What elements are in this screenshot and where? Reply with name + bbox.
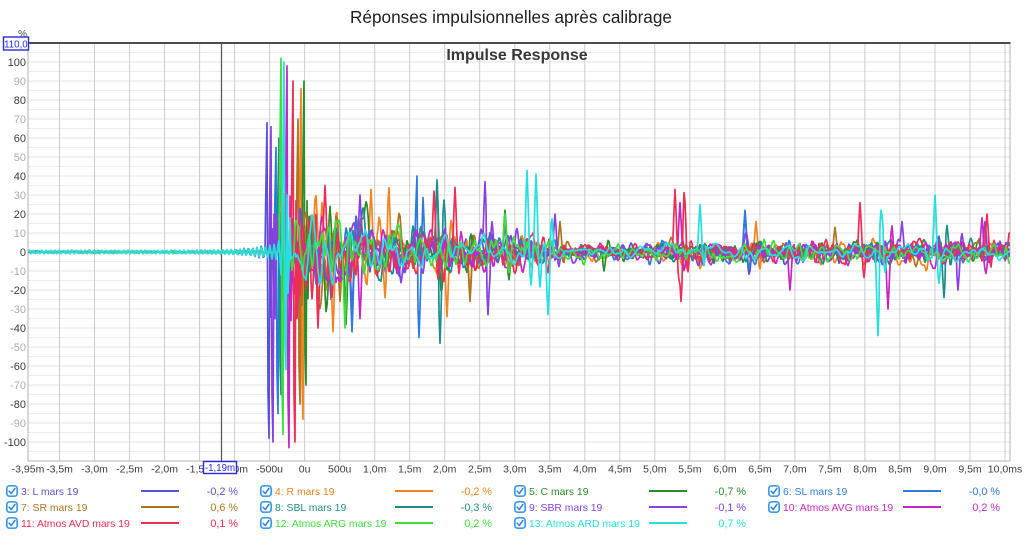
svg-text:-40: -40 <box>10 323 26 335</box>
svg-text:3,5m: 3,5m <box>538 464 562 476</box>
svg-text:-1,19m: -1,19m <box>205 463 235 474</box>
svg-text:-0,0 %: -0,0 % <box>969 486 1001 498</box>
svg-text:30: 30 <box>14 190 26 202</box>
svg-text:7: SR mars 19: 7: SR mars 19 <box>21 503 88 514</box>
svg-text:8: SBL mars 19: 8: SBL mars 19 <box>275 503 346 514</box>
svg-text:11: Atmos AVD mars 19: 11: Atmos AVD mars 19 <box>21 519 130 530</box>
svg-text:2,0m: 2,0m <box>433 464 457 476</box>
svg-text:0,1 %: 0,1 % <box>210 518 238 530</box>
svg-text:9: SBR mars 19: 9: SBR mars 19 <box>529 503 603 514</box>
svg-text:-30: -30 <box>10 304 26 316</box>
svg-text:0u: 0u <box>299 464 311 476</box>
svg-text:-60: -60 <box>10 361 26 373</box>
svg-text:9,0m: 9,0m <box>923 464 947 476</box>
svg-text:5,5m: 5,5m <box>678 464 702 476</box>
svg-text:-90: -90 <box>10 418 26 430</box>
svg-text:6,0m: 6,0m <box>713 464 737 476</box>
svg-text:7,5m: 7,5m <box>818 464 842 476</box>
svg-text:8,5m: 8,5m <box>888 464 912 476</box>
svg-text:60: 60 <box>14 133 26 145</box>
svg-text:-50: -50 <box>10 342 26 354</box>
svg-text:-70: -70 <box>10 380 26 392</box>
svg-text:-500u: -500u <box>256 464 283 476</box>
svg-text:Réponses impulsionnelles après: Réponses impulsionnelles après calibrage <box>350 7 672 27</box>
svg-text:90: 90 <box>14 76 26 88</box>
svg-text:5: C mars 19: 5: C mars 19 <box>529 487 589 498</box>
svg-text:0,7 %: 0,7 % <box>718 518 746 530</box>
svg-text:3,0m: 3,0m <box>503 464 527 476</box>
svg-text:12: Atmos ARG mars 19: 12: Atmos ARG mars 19 <box>275 519 387 530</box>
svg-text:1,0m: 1,0m <box>363 464 387 476</box>
svg-text:20: 20 <box>14 209 26 221</box>
svg-text:7,0m: 7,0m <box>783 464 807 476</box>
svg-text:100: 100 <box>8 57 26 69</box>
svg-text:4,0m: 4,0m <box>573 464 597 476</box>
svg-text:110,0: 110,0 <box>4 39 28 50</box>
svg-text:3: L mars 19: 3: L mars 19 <box>21 487 79 498</box>
svg-text:10: Atmos AVG mars 19: 10: Atmos AVG mars 19 <box>783 503 893 514</box>
svg-text:10,0ms: 10,0ms <box>988 464 1022 476</box>
svg-text:0: 0 <box>20 247 26 259</box>
svg-text:10: 10 <box>14 228 26 240</box>
svg-text:4,5m: 4,5m <box>608 464 632 476</box>
svg-text:6: SL mars 19: 6: SL mars 19 <box>783 487 848 498</box>
svg-text:8,0m: 8,0m <box>853 464 877 476</box>
svg-text:-3,0m: -3,0m <box>81 464 108 476</box>
svg-text:-0,2 %: -0,2 % <box>207 486 239 498</box>
svg-text:-0,1 %: -0,1 % <box>715 502 747 514</box>
svg-text:6,5m: 6,5m <box>748 464 772 476</box>
svg-text:0,2 %: 0,2 % <box>464 518 492 530</box>
svg-text:-3,5m: -3,5m <box>46 464 73 476</box>
svg-text:0,2 %: 0,2 % <box>972 502 1000 514</box>
svg-text:1,5m: 1,5m <box>398 464 422 476</box>
svg-text:-100: -100 <box>4 437 26 449</box>
svg-text:500u: 500u <box>328 464 352 476</box>
svg-text:Impulse Response: Impulse Response <box>446 47 587 64</box>
svg-text:-0,7 %: -0,7 % <box>715 486 747 498</box>
svg-text:-10: -10 <box>10 266 26 278</box>
svg-text:-2,5m: -2,5m <box>116 464 143 476</box>
svg-text:4: R mars 19: 4: R mars 19 <box>275 487 335 498</box>
svg-text:40: 40 <box>14 171 26 183</box>
svg-text:0,6 %: 0,6 % <box>210 502 238 514</box>
svg-text:-0,3 %: -0,3 % <box>461 502 493 514</box>
svg-text:-3,95m: -3,95m <box>12 464 45 476</box>
svg-text:%: % <box>18 29 27 40</box>
svg-text:70: 70 <box>14 114 26 126</box>
svg-text:-20: -20 <box>10 285 26 297</box>
svg-text:-80: -80 <box>10 399 26 411</box>
svg-text:50: 50 <box>14 152 26 164</box>
svg-text:2,5m: 2,5m <box>468 464 492 476</box>
svg-text:80: 80 <box>14 95 26 107</box>
svg-text:5,0m: 5,0m <box>643 464 667 476</box>
svg-text:-0,2 %: -0,2 % <box>461 486 493 498</box>
svg-text:-2,0m: -2,0m <box>151 464 178 476</box>
svg-text:13: Atmos ARD mars 19: 13: Atmos ARD mars 19 <box>529 519 640 530</box>
svg-text:9,5m: 9,5m <box>958 464 982 476</box>
